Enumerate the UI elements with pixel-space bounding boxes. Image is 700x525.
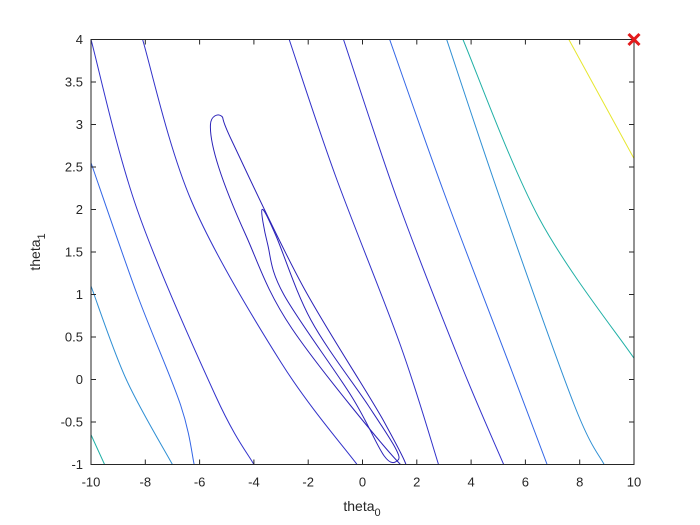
y-tick-label: 1 bbox=[76, 287, 83, 302]
x-tick-label: 0 bbox=[359, 475, 366, 490]
contour-line bbox=[446, 39, 605, 465]
minimum-marker bbox=[627, 32, 641, 47]
y-tick-label: 2.5 bbox=[65, 160, 83, 175]
y-tick-label: 4 bbox=[76, 32, 83, 47]
contour-line bbox=[288, 39, 439, 465]
contour-line bbox=[91, 434, 106, 465]
y-axis-ticks: -1 -0.5 0 0.5 1 1.5 2 2.5 3 3.5 4 bbox=[61, 32, 634, 472]
contour-line bbox=[462, 39, 634, 359]
x-tick-label: 2 bbox=[413, 475, 420, 490]
y-tick-label: -1 bbox=[71, 457, 83, 472]
x-tick-label: -2 bbox=[302, 475, 314, 490]
contour-line bbox=[568, 39, 634, 159]
y-tick-label: 0 bbox=[76, 372, 83, 387]
x-axis-ticks: -10 -8 -6 -4 -2 0 2 4 6 8 10 bbox=[82, 39, 641, 490]
y-tick-label: 0.5 bbox=[65, 330, 83, 345]
x-axis-label-subscript: 0 bbox=[375, 507, 381, 519]
y-tick-label: 1.5 bbox=[65, 245, 83, 260]
plot-frame bbox=[90, 39, 635, 465]
x-tick-label: 10 bbox=[627, 475, 641, 490]
x-tick-label: -8 bbox=[140, 475, 152, 490]
x-tick-label: -6 bbox=[194, 475, 206, 490]
contour-lines bbox=[91, 39, 634, 465]
contour-line bbox=[91, 39, 255, 465]
y-tick-label: 3.5 bbox=[65, 75, 83, 90]
marker-layer bbox=[627, 32, 641, 47]
y-axis-label-subscript: 1 bbox=[36, 233, 48, 239]
y-axis-label-base: theta bbox=[27, 239, 43, 270]
contour-line bbox=[389, 39, 548, 465]
contour-line bbox=[261, 208, 400, 464]
x-tick-label: 4 bbox=[467, 475, 474, 490]
x-tick-label: -10 bbox=[82, 475, 101, 490]
contour-line bbox=[142, 39, 358, 465]
x-axis-label-base: theta bbox=[343, 498, 374, 514]
x-tick-label: 6 bbox=[522, 475, 529, 490]
contour-line bbox=[343, 39, 505, 465]
contour-line bbox=[91, 162, 195, 465]
contour-line bbox=[209, 114, 407, 465]
x-tick-label: -4 bbox=[248, 475, 260, 490]
y-tick-label: 2 bbox=[76, 202, 83, 217]
y-tick-label: -0.5 bbox=[61, 415, 83, 430]
contour-line bbox=[91, 285, 173, 465]
x-axis-label: theta0 bbox=[343, 498, 380, 519]
y-tick-label: 3 bbox=[76, 117, 83, 132]
x-tick-label: 8 bbox=[576, 475, 583, 490]
y-axis-label: theta1 bbox=[27, 233, 48, 270]
marker-stroke bbox=[627, 32, 641, 47]
